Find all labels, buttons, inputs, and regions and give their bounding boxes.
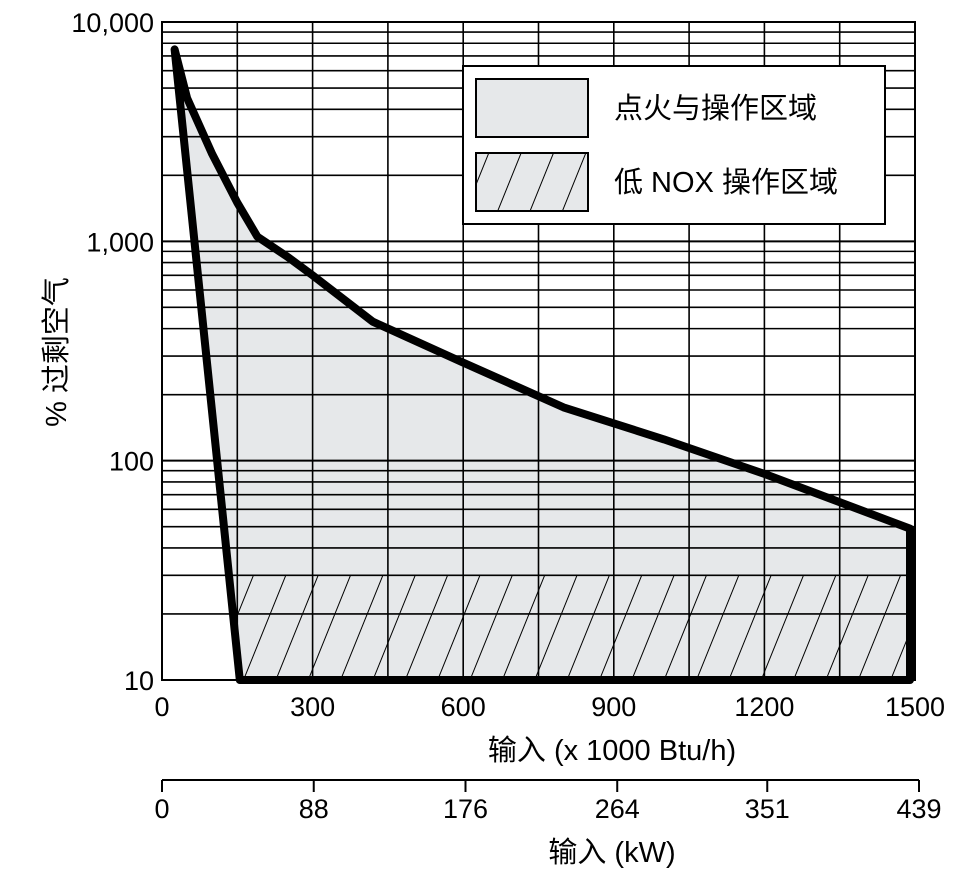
legend: 点火与操作区域 低 NOX 操作区域: [462, 65, 886, 225]
x-axis-title: 输入 (x 1000 Btu/h): [488, 734, 736, 767]
secondary-x-tick-label: 264: [595, 794, 640, 824]
y-tick-label: 10: [124, 666, 154, 696]
legend-label-low-nox: 低 NOX 操作区域: [614, 166, 838, 199]
secondary-x-tick-label: 0: [154, 794, 169, 824]
x-tick-label: 1200: [734, 692, 794, 722]
y-tick-label: 100: [109, 447, 154, 477]
secondary-x-axis: 0 88 176 264 351 439: [154, 779, 942, 824]
ignition-region-outline: [170, 45, 914, 684]
y-tick-label: 1,000: [86, 227, 154, 257]
secondary-x-tick-label: 439: [896, 794, 941, 824]
grid-lines: [162, 22, 915, 680]
x-tick-label: 300: [290, 692, 335, 722]
legend-swatch-ignition: [475, 78, 589, 138]
secondary-x-tick-label: 88: [299, 794, 329, 824]
secondary-x-tick-label: 176: [443, 794, 488, 824]
y-axis-ticks: 10 100 1,000 10,000: [71, 8, 154, 696]
secondary-x-tick-label: 351: [745, 794, 790, 824]
legend-swatch-low-nox: [475, 152, 589, 212]
plot-frame: [161, 21, 916, 681]
y-axis-title: % 过剩空气: [40, 277, 73, 427]
x-tick-label: 900: [591, 692, 636, 722]
x-tick-label: 600: [441, 692, 486, 722]
x-axis-ticks: 0 300 600 900 1200 1500: [154, 692, 945, 722]
secondary-x-axis-title: 输入 (kW): [548, 836, 675, 869]
y-tick-label: 10,000: [71, 8, 154, 38]
x-tick-label: 1500: [885, 692, 945, 722]
ignition-region-fill: [174, 49, 911, 680]
low-nox-region-hatch: [229, 575, 910, 680]
legend-label-ignition: 点火与操作区域: [614, 92, 817, 125]
x-tick-label: 0: [154, 692, 169, 722]
